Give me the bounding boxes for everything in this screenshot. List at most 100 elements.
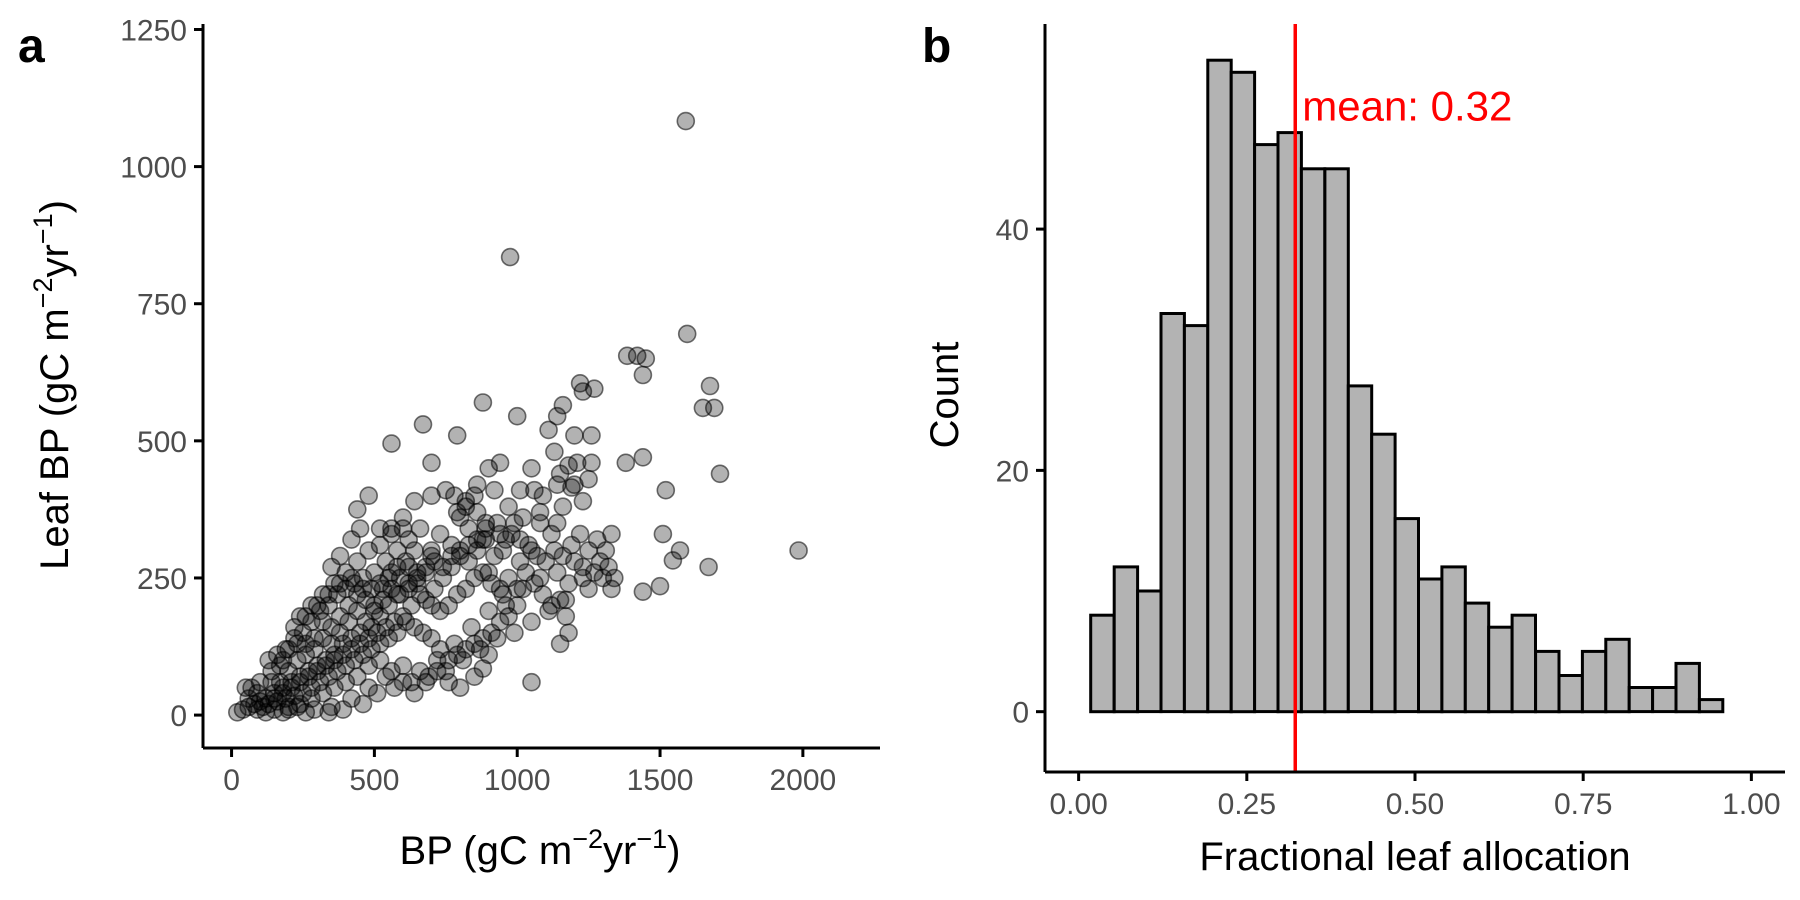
scatter-panel: 0 500 1000 1500 2000 0 250 500 750 1000 1250 BP (… [28,14,880,873]
scatter-point [550,634,570,654]
scatter-point [530,568,550,588]
scatter-point [656,480,676,500]
histogram-bar [1580,649,1608,714]
scatter-point [650,576,670,596]
histogram-bar [1089,613,1116,714]
scatter-point [305,700,324,719]
scatter-point [677,324,697,344]
scatter-point [347,552,367,571]
scatter-point [513,579,533,599]
scatter-x-tick-label: 500 [349,764,399,797]
scatter-y-tick-label: 250 [137,563,187,596]
histogram-bar [1417,577,1444,714]
scatter-point [539,420,558,440]
scatter-point [617,346,637,366]
histogram-bar [1229,70,1257,714]
scatter-point [447,426,467,445]
scatter-point [505,623,524,643]
histogram-y-tick-label: 0 [1012,697,1029,730]
scatter-point [570,524,590,544]
scatter-point [700,376,720,396]
scatter-xlabel-part1: BP (gC m [400,829,573,873]
scatter-point [533,486,553,506]
mean-annotation: mean: 0.32 [1302,83,1512,130]
scatter-point [676,111,696,131]
scatter-point [445,634,464,654]
scatter-point [513,508,533,527]
scatter-point [584,379,604,399]
scatter-point [405,491,424,511]
scatter-x-tick-label: 0 [223,764,240,797]
scatter-x-ticks: 0 500 1000 1500 2000 [223,748,836,797]
scatter-ylabel-part3: ) [33,200,77,213]
scatter-point [422,541,441,560]
scatter-y-tick-label: 1250 [120,14,187,47]
histogram-bar [1440,565,1467,714]
scatter-point [573,491,593,511]
scatter-point [333,700,353,719]
scatter-point [465,667,484,687]
scatter-point [599,557,618,577]
scatter-point [539,601,558,621]
scatter-point [510,480,530,500]
scatter-point [405,683,424,703]
scatter-point [350,519,370,538]
scatter-point [573,568,593,588]
histogram-x-axis-title: Fractional leaf allocation [1199,835,1630,879]
scatter-xlabel-part2: yr [603,829,636,873]
scatter-point [556,607,576,626]
scatter-point [553,497,573,517]
scatter-point [582,453,601,473]
scatter-point [699,557,718,577]
scatter-y-tick-label: 750 [137,289,187,322]
scatter-point [547,563,567,582]
scatter-point [450,678,470,698]
scatter-point [336,672,356,692]
histogram-panel: mean: 0.32 0.00 0.25 0.50 0.75 1.00 0 20 40 Fr… [923,24,1785,879]
histogram-bar [1299,167,1327,714]
histogram-x-tick-label: 0.50 [1386,788,1444,821]
scatter-point [302,689,321,708]
scatter-point [565,552,584,571]
histogram-bar [1604,637,1631,714]
histogram-bar [1370,432,1397,714]
scatter-point [470,639,490,659]
scatter-point [490,524,510,544]
scatter-point [499,497,518,517]
scatter-point [462,617,481,637]
histogram-y-axis-title: Count [923,342,967,449]
scatter-point [704,398,724,418]
histogram-bar [1206,58,1233,714]
histogram-x-tick-label: 0.25 [1218,788,1276,821]
histogram-bar [1487,625,1514,714]
histogram-bar [1697,698,1725,714]
scatter-point [562,478,581,497]
scatter-point [382,434,401,453]
histogram-x-tick-label: 1.00 [1722,788,1780,821]
scatter-point [242,678,261,698]
scatter-point [356,612,376,632]
scatter-y-axis-title: Leaf BP (gC m−2yr−1) [28,200,77,570]
histogram-bar [1159,312,1186,714]
scatter-x-tick-label: 1500 [627,764,694,797]
histogram-bar [1674,661,1701,714]
histogram-bar [1557,674,1584,714]
scatter-xlabel-sup1: −2 [572,824,603,854]
scatter-point [490,453,510,473]
histogram-y-tick-label: 20 [996,455,1029,488]
scatter-point [353,694,373,714]
scatter-point [633,447,653,467]
scatter-point [553,395,573,415]
scatter-point [228,702,247,722]
scatter-point [347,667,367,687]
scatter-point [359,486,379,506]
scatter-point [479,601,499,621]
scatter-point [367,683,387,703]
histogram-bar [1534,649,1561,714]
scatter-point [319,702,339,722]
scatter-y-tick-label: 500 [137,426,187,459]
scatter-point [347,500,367,519]
scatter-point [522,672,541,692]
histogram-y-ticks: 0 20 40 [996,214,1045,730]
